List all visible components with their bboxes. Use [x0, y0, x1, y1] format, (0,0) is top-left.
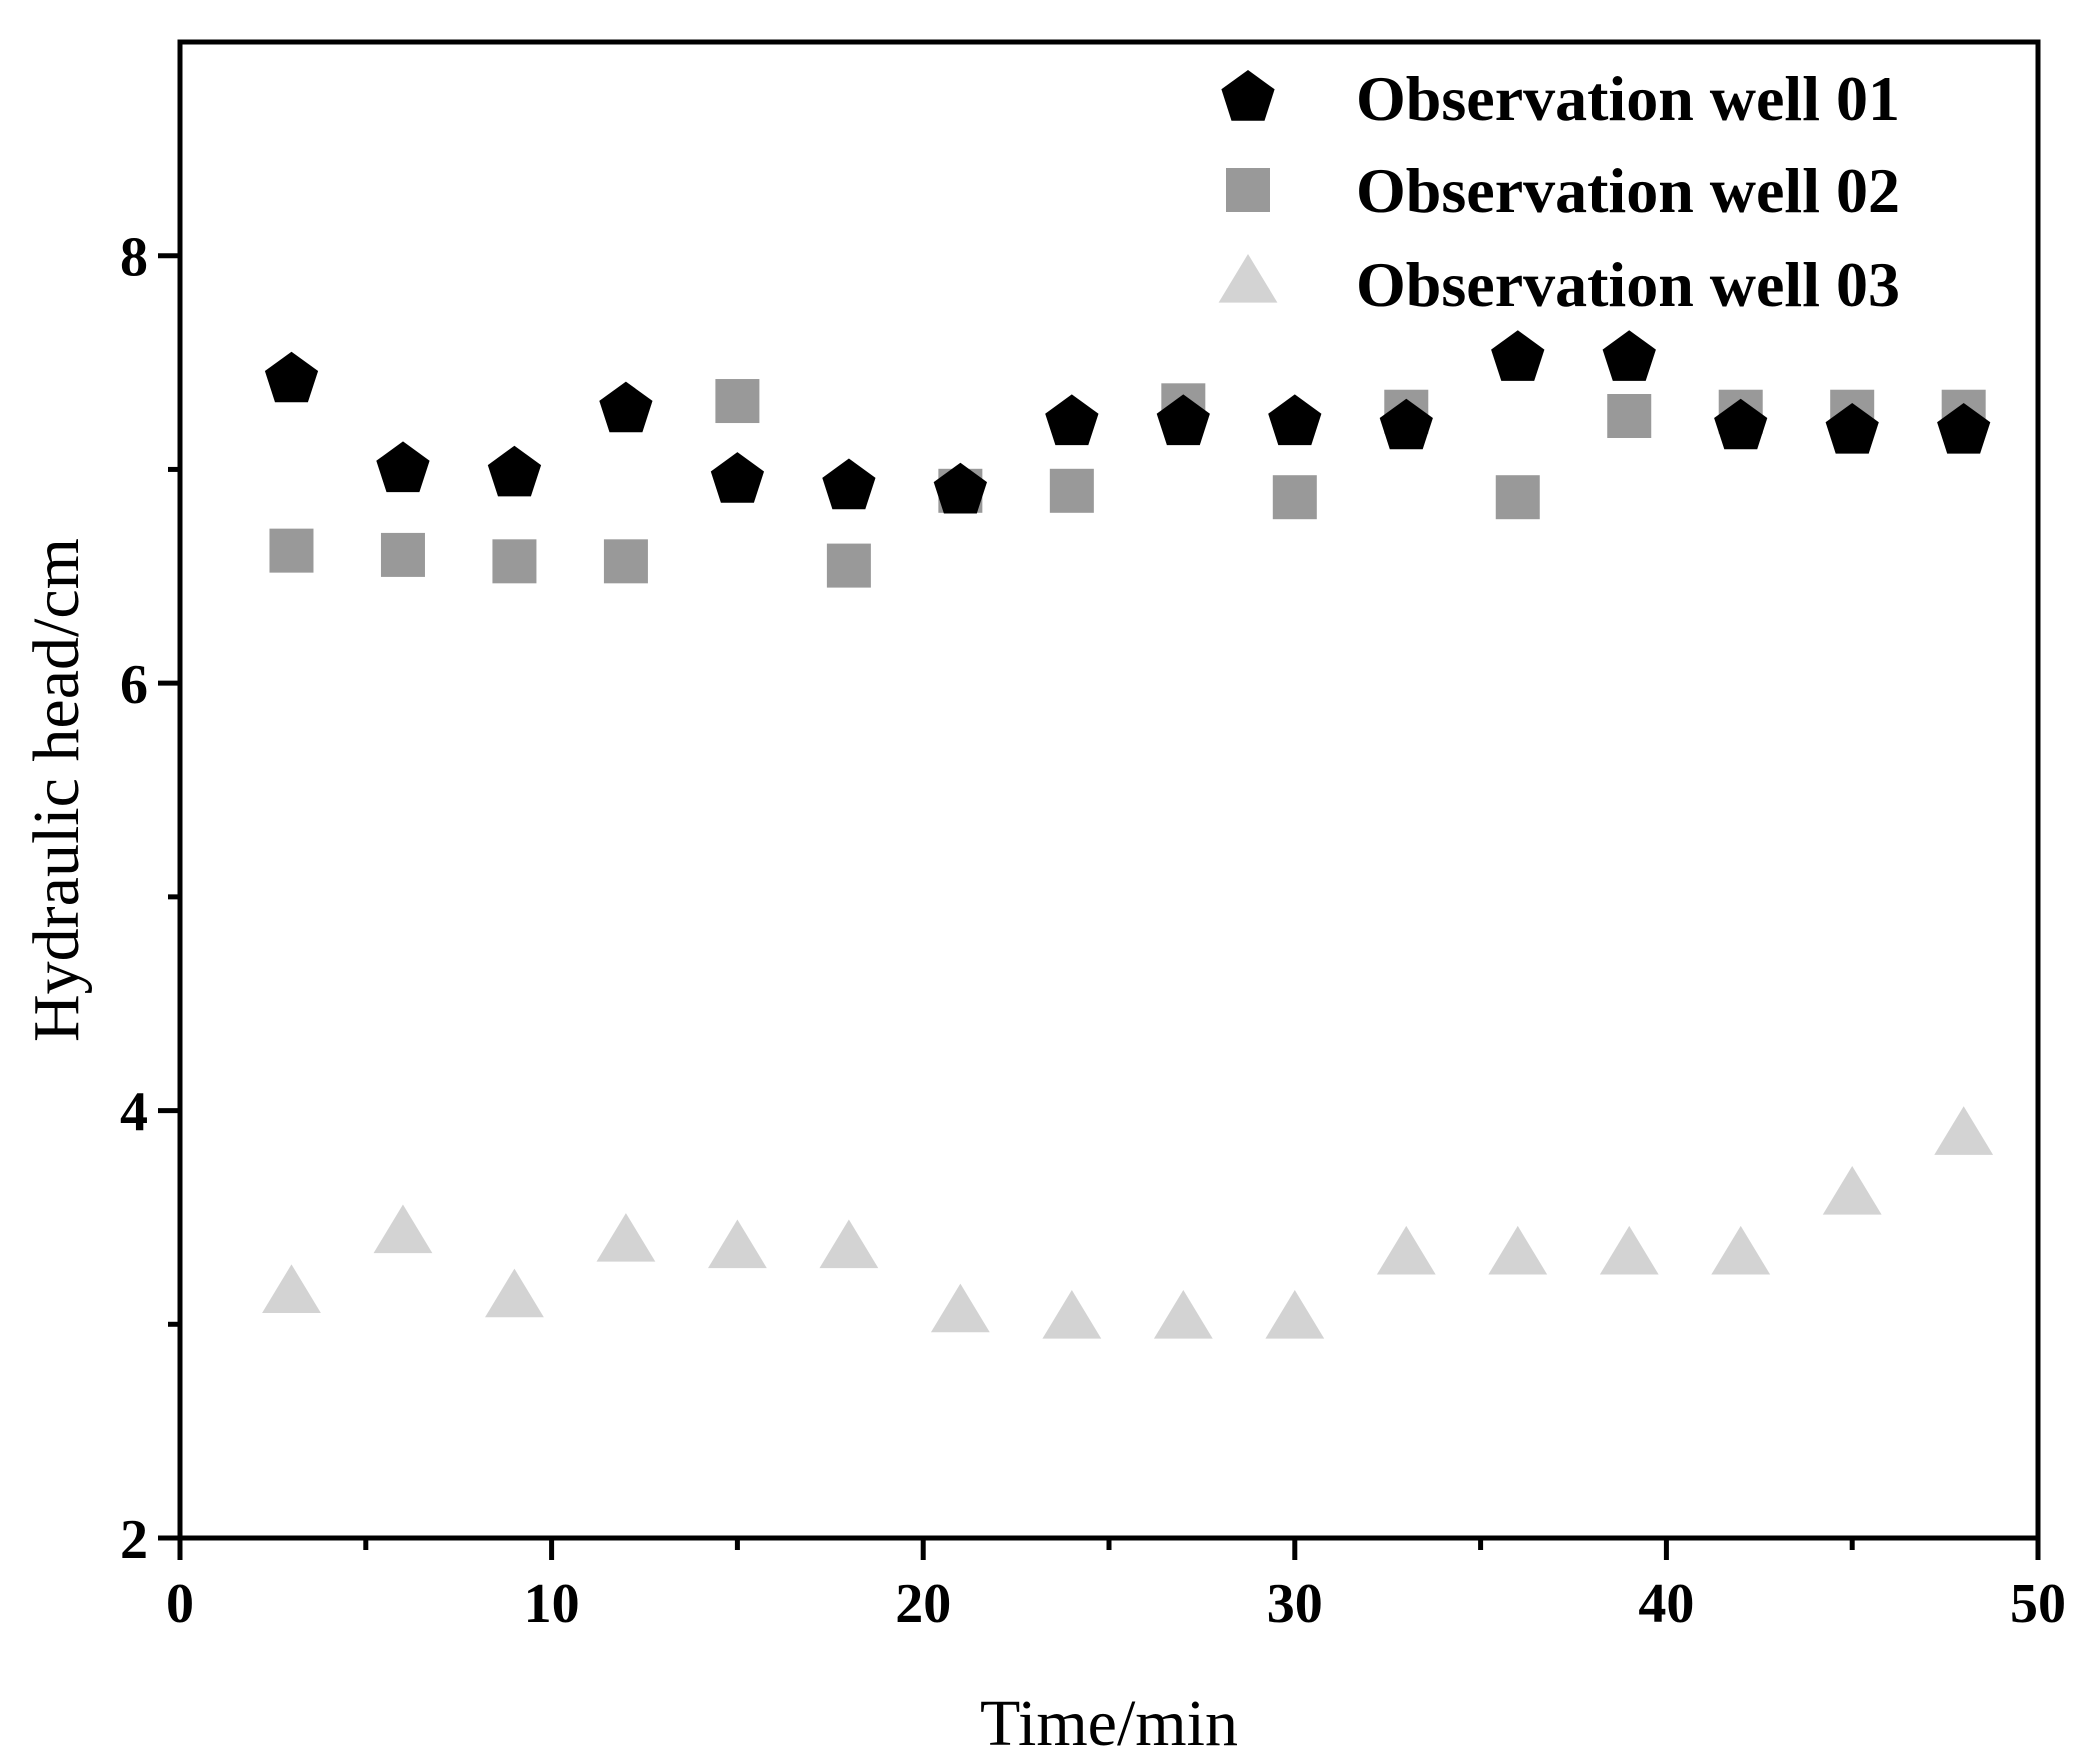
data-point-series-3	[1822, 1166, 1882, 1215]
data-point-series-1	[1045, 394, 1099, 446]
data-point-series-3	[1488, 1225, 1548, 1275]
x-tick-label: 10	[524, 1573, 580, 1635]
series-1	[264, 330, 1991, 514]
legend: Observation well 01 Observation well 02 Ob…	[1218, 63, 1900, 320]
plot-frame	[177, 39, 2041, 1541]
data-point-series-1	[1937, 403, 1991, 454]
data-point-series-2	[380, 532, 425, 577]
y-axis-title: Hydraulic head/cm	[20, 538, 93, 1042]
data-point-series-2	[1272, 475, 1317, 520]
data-point-series-1	[1602, 330, 1656, 381]
data-point-series-1	[1491, 330, 1545, 381]
y-tick-label: 4	[120, 1082, 148, 1144]
data-point-series-1	[822, 458, 876, 510]
data-point-series-3	[1711, 1225, 1771, 1275]
data-point-series-3	[1934, 1106, 1994, 1155]
y-tick-label: 6	[120, 654, 148, 716]
data-point-series-1	[1156, 394, 1210, 446]
legend-label-3: Observation well 03	[1356, 249, 1900, 320]
data-point-series-3	[930, 1283, 990, 1333]
data-point-series-2	[1607, 394, 1652, 438]
series-3	[262, 1106, 1994, 1339]
legend-marker-3	[1218, 254, 1278, 303]
data-point-series-1	[264, 351, 319, 403]
data-point-series-2	[826, 543, 871, 588]
x-tick-label: 50	[2010, 1573, 2066, 1635]
data-point-series-3	[708, 1219, 767, 1269]
data-point-series-1	[376, 441, 430, 493]
legend-label-2: Observation well 02	[1356, 155, 1900, 226]
data-point-series-3	[1599, 1225, 1659, 1275]
x-tick-label: 40	[1638, 1573, 1694, 1635]
data-point-series-1	[1268, 394, 1322, 446]
data-point-series-1	[710, 452, 764, 503]
data-point-series-2	[1495, 475, 1540, 520]
data-point-series-3	[1153, 1290, 1213, 1339]
data-point-series-1	[1825, 403, 1879, 454]
x-tick-label: 30	[1267, 1573, 1323, 1635]
data-point-series-2	[715, 379, 760, 424]
points-layer	[262, 330, 1994, 1339]
data-point-series-2	[269, 528, 314, 573]
data-point-series-1	[933, 462, 987, 514]
data-point-series-2	[492, 539, 537, 584]
x-axis-title: Time/min	[980, 1687, 1238, 1760]
data-point-series-1	[599, 381, 653, 433]
data-point-series-3	[262, 1264, 321, 1313]
y-tick-label: 8	[120, 227, 148, 289]
data-point-series-3	[1376, 1225, 1436, 1275]
y-tick-label: 2	[120, 1509, 148, 1571]
data-point-series-1	[487, 445, 542, 497]
x-tick-label: 0	[166, 1573, 194, 1635]
data-point-series-3	[373, 1204, 433, 1254]
data-point-series-2	[1049, 468, 1094, 513]
legend-label-1: Observation well 01	[1356, 63, 1900, 134]
data-point-series-3	[819, 1219, 879, 1269]
ticks-layer: 0 10 20 30 40 50 2 4 6 8	[120, 227, 2066, 1635]
data-point-series-3	[1042, 1290, 1102, 1339]
legend-marker-2	[1226, 168, 1270, 212]
data-point-series-3	[596, 1213, 656, 1262]
data-point-series-2	[603, 539, 648, 584]
data-point-series-1	[1379, 398, 1433, 450]
legend-marker-1	[1221, 70, 1275, 121]
data-point-series-3	[485, 1268, 544, 1318]
data-point-series-1	[1714, 398, 1768, 450]
x-tick-label: 20	[895, 1573, 951, 1635]
data-point-series-3	[1265, 1290, 1325, 1339]
